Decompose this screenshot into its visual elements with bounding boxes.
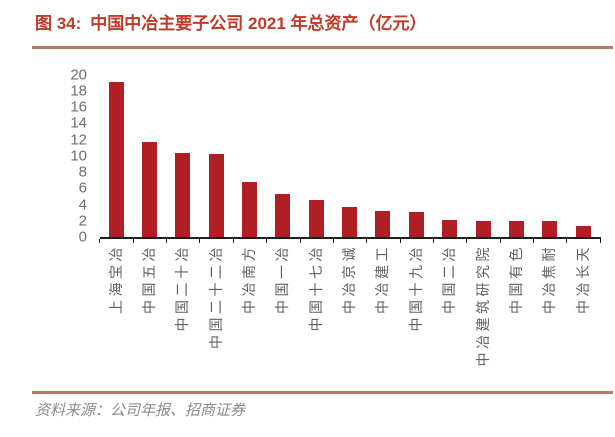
x-axis-tick-mark: [132, 239, 134, 243]
y-axis-tick-label: 18: [70, 82, 87, 100]
bar: [575, 225, 591, 237]
x-axis-tick-mark: [466, 239, 468, 243]
figure-title: 图 34: 中国中冶主要子公司 2021 年总资产（亿元）: [35, 12, 427, 36]
x-axis-tick-mark: [199, 239, 201, 243]
x-axis-tick-mark: [533, 239, 535, 243]
bar-chart-plot-area: 0 2 4 6 8 10 12 14 16 18 20 上海宝冶 中国五冶 中国二十冶 中国二十二冶 中冶南方…: [0, 56, 615, 386]
figure-number-label: 图 34:: [35, 14, 82, 33]
y-axis-tick-label: 6: [78, 179, 87, 197]
x-axis-label: 中国二冶: [441, 243, 458, 314]
x-axis-tick-mark: [266, 239, 268, 243]
x-axis-label: 中国二十冶: [174, 243, 191, 332]
x-axis-tick-mark: [399, 239, 401, 243]
x-axis-tick-mark: [166, 239, 168, 243]
x-axis-tick-mark: [366, 239, 368, 243]
bar: [175, 152, 191, 237]
y-axis-tick-label: 16: [70, 98, 87, 116]
footer-rule: [32, 391, 613, 394]
bar: [208, 154, 224, 237]
x-axis-tick-mark: [566, 239, 568, 243]
y-axis-tick-label: 14: [70, 114, 87, 132]
y-axis-tick-label: 2: [78, 212, 87, 230]
x-axis-label: 中冶建筑研究院: [474, 243, 491, 367]
x-axis-label: 上海宝冶: [107, 243, 124, 314]
x-axis-tick-mark: [499, 239, 501, 243]
x-axis-tick-mark: [99, 239, 101, 243]
x-axis-label: 中国十七冶: [307, 243, 324, 332]
y-axis-tick-label: 4: [78, 196, 87, 214]
x-axis-label: 中国十九冶: [407, 243, 424, 332]
bar: [508, 220, 524, 237]
x-axis-label: 中冶京诚: [341, 243, 358, 314]
bar: [408, 211, 424, 237]
x-axis-label: 中国一冶: [274, 243, 291, 314]
x-axis-tick-mark: [299, 239, 301, 243]
bar: [542, 220, 558, 237]
x-axis-label: 中国五冶: [140, 243, 157, 314]
y-axis-tick-label: 12: [70, 131, 87, 149]
bar: [442, 219, 458, 237]
x-axis-tick-mark: [433, 239, 434, 243]
bar: [141, 142, 157, 237]
source-note: 资料来源：公司年报、招商证券: [35, 403, 246, 419]
bar: [375, 211, 391, 237]
bar: [342, 206, 358, 237]
y-axis-tick-label: 20: [70, 66, 87, 84]
x-axis-label: 中国有色: [507, 243, 524, 314]
x-axis-label: 中冶焦耐: [541, 243, 558, 314]
x-axis-line: [99, 237, 601, 239]
figure-title-text: 中国中冶主要子公司 2021 年总资产（亿元）: [90, 14, 427, 33]
bar: [275, 194, 291, 237]
x-axis-tick-mark: [232, 239, 234, 243]
y-axis-tick-label: 10: [70, 147, 87, 165]
bar: [308, 199, 324, 237]
x-axis-tick-mark: [599, 239, 601, 243]
title-underline-rule: [32, 46, 613, 49]
x-axis-tick-mark: [332, 239, 334, 243]
x-axis-label: 中冶建工: [374, 243, 391, 314]
bar: [241, 181, 257, 237]
bar: [475, 220, 491, 237]
y-axis-tick-label: 8: [78, 163, 87, 181]
bar: [108, 82, 124, 237]
x-axis-label: 中冶南方: [240, 243, 257, 314]
x-axis-label: 中冶长天: [574, 243, 591, 314]
y-axis-tick-label: 0: [78, 228, 87, 246]
x-axis-label: 中国二十二冶: [207, 243, 224, 349]
